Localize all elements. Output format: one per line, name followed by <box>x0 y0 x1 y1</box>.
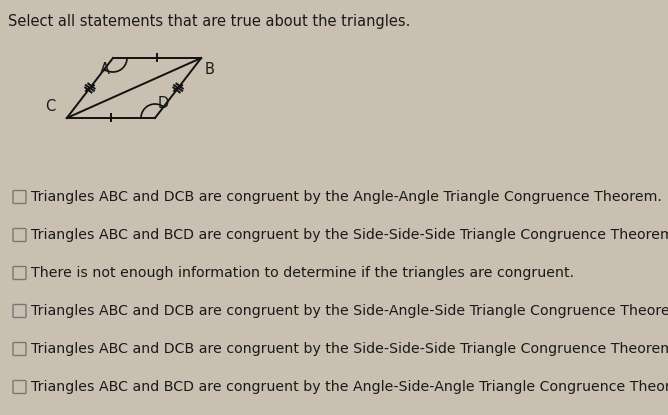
Text: C: C <box>45 98 55 113</box>
Text: Triangles ABC and DCB are congruent by the Angle-Angle Triangle Congruence Theor: Triangles ABC and DCB are congruent by t… <box>31 190 662 204</box>
Text: Select all statements that are true about the triangles.: Select all statements that are true abou… <box>8 14 410 29</box>
Text: D: D <box>158 95 169 110</box>
Text: Triangles ABC and DCB are congruent by the Side-Side-Side Triangle Congruence Th: Triangles ABC and DCB are congruent by t… <box>31 342 668 356</box>
Text: There is not enough information to determine if the triangles are congruent.: There is not enough information to deter… <box>31 266 574 280</box>
Text: Triangles ABC and BCD are congruent by the Angle-Side-Angle Triangle Congruence : Triangles ABC and BCD are congruent by t… <box>31 380 668 394</box>
Text: B: B <box>204 63 214 78</box>
Text: Triangles ABC and DCB are congruent by the Side-Angle-Side Triangle Congruence T: Triangles ABC and DCB are congruent by t… <box>31 304 668 318</box>
Text: A: A <box>100 63 110 78</box>
Text: Triangles ABC and BCD are congruent by the Side-Side-Side Triangle Congruence Th: Triangles ABC and BCD are congruent by t… <box>31 228 668 242</box>
